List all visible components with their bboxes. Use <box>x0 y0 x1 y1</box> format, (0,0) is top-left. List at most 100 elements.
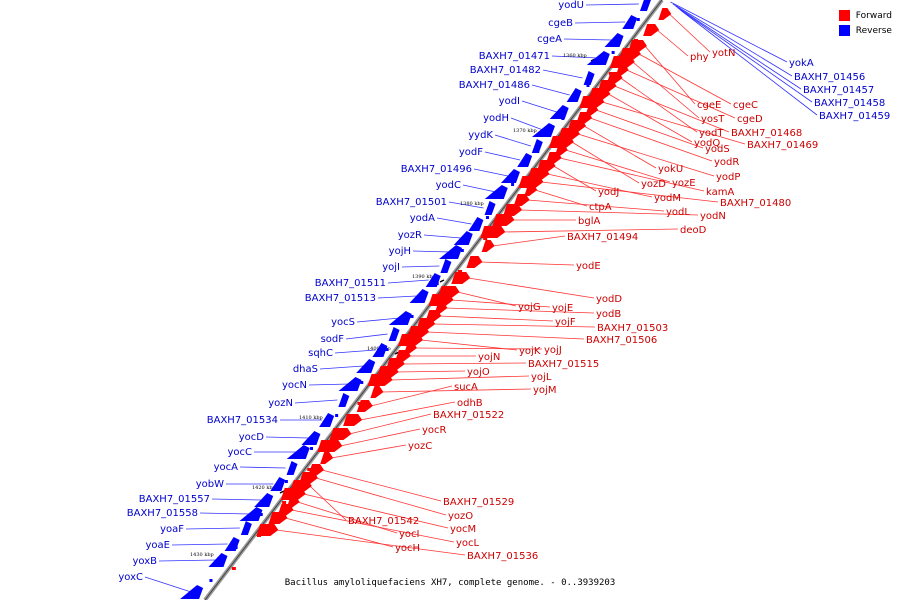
gene-label-BAXH7_01486: BAXH7_01486 <box>459 80 530 91</box>
gene-label-yozC: yozC <box>408 441 432 452</box>
gene-label-yocM: yocM <box>450 524 476 535</box>
gene-glyph[interactable] <box>239 507 263 521</box>
small-gene-glyph <box>407 336 412 339</box>
leader-line <box>494 134 531 147</box>
gene-glyph[interactable] <box>356 400 373 412</box>
gene-label-yydK: yydK <box>468 130 493 141</box>
gene-label-sodF: sodF <box>321 334 345 345</box>
small-gene-glyph <box>335 414 339 417</box>
small-gene-glyph <box>360 381 364 384</box>
gene-glyph[interactable] <box>254 493 274 507</box>
gene-glyph[interactable] <box>492 214 515 226</box>
gene-glyph[interactable] <box>320 452 334 464</box>
gene-glyph[interactable] <box>518 176 544 188</box>
gene-label-BAXH7_01529: BAXH7_01529 <box>443 497 514 508</box>
reverse-swatch <box>838 25 850 36</box>
gene-glyph[interactable] <box>517 153 533 167</box>
gene-glyph[interactable] <box>586 51 610 65</box>
gene-glyph[interactable] <box>440 259 452 273</box>
gene-glyph[interactable] <box>503 204 523 216</box>
small-gene-glyph <box>561 117 565 120</box>
gene-glyph[interactable] <box>268 512 288 524</box>
gene-glyph[interactable] <box>609 56 635 68</box>
gene-glyph[interactable] <box>480 226 506 238</box>
leader-line <box>370 385 453 407</box>
gene-glyph[interactable] <box>566 88 582 102</box>
gene-glyph[interactable] <box>343 414 363 426</box>
leader-line <box>185 527 240 530</box>
small-gene-glyph <box>485 216 489 219</box>
leader-line <box>542 69 583 79</box>
gene-glyph[interactable] <box>513 194 530 206</box>
gene-glyph[interactable] <box>524 184 538 196</box>
gene-glyph[interactable] <box>338 377 362 391</box>
leader-line <box>596 109 704 149</box>
gene-glyph[interactable] <box>319 413 335 427</box>
map-caption: Bacillus amyloliquefaciens XH7, complete… <box>284 578 616 588</box>
small-gene-glyph <box>458 270 463 273</box>
leader-line <box>620 77 698 133</box>
gene-glyph[interactable] <box>500 169 520 183</box>
gene-label-yojG: yojG <box>518 302 541 313</box>
small-gene-glyph <box>583 105 588 108</box>
gene-glyph[interactable] <box>338 393 350 407</box>
gene-glyph[interactable] <box>531 139 543 153</box>
gene-glyph[interactable] <box>286 461 298 475</box>
gene-glyph[interactable] <box>356 359 376 373</box>
leader-line <box>531 84 570 96</box>
gene-glyph[interactable] <box>367 374 393 386</box>
gene-glyph[interactable] <box>484 201 496 215</box>
small-gene-glyph <box>231 567 236 570</box>
leader-line <box>535 189 588 207</box>
leader-line <box>503 228 679 233</box>
gene-glyph[interactable] <box>658 8 672 20</box>
gene-glyph[interactable] <box>468 217 484 231</box>
small-gene-glyph <box>536 150 540 153</box>
gene-glyph[interactable] <box>439 245 463 259</box>
gene-glyph[interactable] <box>208 553 228 567</box>
gene-glyph[interactable] <box>388 311 412 325</box>
gene-glyph[interactable] <box>286 445 310 459</box>
gene-label-cgeE: cgeE <box>697 100 721 111</box>
gene-label-BAXH7_01482: BAXH7_01482 <box>470 65 541 76</box>
leader-line <box>423 234 461 239</box>
gene-glyph[interactable] <box>280 488 306 500</box>
gene-glyph[interactable] <box>531 123 555 137</box>
leader-line <box>551 55 598 59</box>
gene-glyph[interactable] <box>180 585 204 599</box>
leader-line <box>294 399 338 404</box>
gene-glyph[interactable] <box>622 15 638 29</box>
gene-glyph[interactable] <box>604 33 624 47</box>
leader-line <box>521 100 557 113</box>
small-gene-glyph <box>533 171 538 174</box>
gene-glyph[interactable] <box>301 431 321 445</box>
gene-glyph[interactable] <box>481 240 495 252</box>
gene-glyph[interactable] <box>549 105 569 119</box>
leader-line <box>390 375 530 381</box>
gene-glyph[interactable] <box>409 289 429 303</box>
leader-line <box>144 576 192 593</box>
small-gene-glyph <box>382 369 387 372</box>
gene-glyph[interactable] <box>643 24 660 36</box>
gene-glyph[interactable] <box>398 334 424 346</box>
gene-glyph[interactable] <box>388 327 400 341</box>
gene-glyph[interactable] <box>484 185 508 199</box>
gene-glyph[interactable] <box>370 386 384 398</box>
gene-label-yobW: yobW <box>196 479 224 490</box>
gene-glyph[interactable] <box>466 256 483 268</box>
gene-glyph[interactable] <box>240 521 252 535</box>
gene-glyph[interactable] <box>317 440 343 452</box>
gene-glyph[interactable] <box>372 343 388 357</box>
gene-glyph[interactable] <box>548 136 574 148</box>
gene-label-yodE: yodE <box>576 261 601 272</box>
gene-label-yojL: yojL <box>531 372 552 383</box>
gene-glyph[interactable] <box>639 0 651 11</box>
gene-glyph[interactable] <box>270 477 286 491</box>
gene-glyph[interactable] <box>451 272 471 284</box>
gene-glyph[interactable] <box>453 231 473 245</box>
leader-line <box>319 365 364 370</box>
gene-label-yocN: yocN <box>282 380 307 391</box>
leader-line <box>462 184 496 193</box>
gene-glyph[interactable] <box>583 71 595 85</box>
gene-glyph[interactable] <box>256 524 279 536</box>
